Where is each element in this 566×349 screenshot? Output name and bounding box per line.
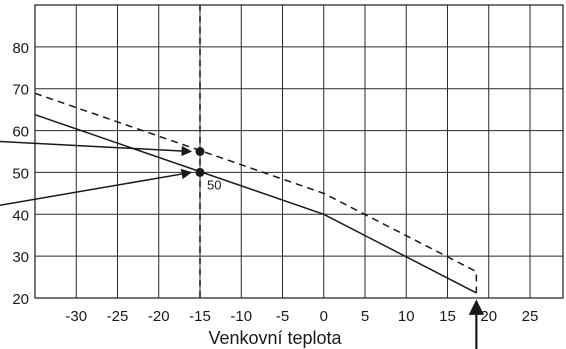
- series-line-dashed: [34, 92, 478, 293]
- point-label: 50: [207, 177, 221, 192]
- y-tick-label: 20: [12, 291, 29, 308]
- annotation-arrow: [0, 140, 193, 157]
- x-tick-label: -25: [107, 308, 129, 325]
- x-tick-label: 5: [361, 308, 369, 325]
- x-tick-label: -15: [189, 308, 211, 325]
- y-tick-label: 80: [12, 40, 29, 57]
- series-line-solid: [34, 113, 477, 294]
- plot-frame: [34, 4, 564, 299]
- x-tick-label: -10: [230, 308, 252, 325]
- x-tick-label: 10: [398, 308, 415, 325]
- grid: [34, 4, 564, 299]
- x-tick-label: -5: [276, 308, 289, 325]
- y-tick-label: 60: [12, 124, 29, 141]
- series-layer: [34, 5, 478, 298]
- x-tick-label: 25: [522, 308, 539, 325]
- x-tick-label: -30: [65, 308, 87, 325]
- y-tick-label: 40: [12, 207, 29, 224]
- data-point: [195, 147, 205, 156]
- annotation-layer: 50: [0, 140, 485, 349]
- x-axis-title: Venkovní teplota: [208, 328, 342, 348]
- y-tick-label: 70: [12, 82, 29, 99]
- tick-labels: -30 -25 -20 -15 -10 -5 0 5 10 15 20 25 20 30 40 50 60 70 8…: [12, 40, 538, 325]
- y-tick-label: 30: [12, 249, 29, 266]
- x-tick-label: -20: [148, 308, 170, 325]
- data-point: [195, 167, 205, 177]
- annotation-arrow: [0, 168, 193, 207]
- y-tick-label: 50: [12, 165, 29, 182]
- x-tick-label: 15: [439, 308, 456, 325]
- x-tick-label: 0: [320, 308, 328, 325]
- x-tick-label: 20: [480, 308, 497, 325]
